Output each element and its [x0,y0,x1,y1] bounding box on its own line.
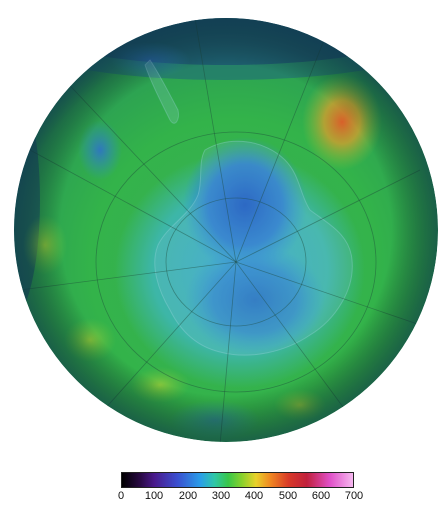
colorbar-tick-label: 100 [144,490,164,502]
ozone-globe-map [14,18,438,442]
colorbar-tick-label: 300 [211,490,231,502]
colorbar-tick-label: 0 [117,490,125,502]
colorbar-tick-label: 700 [344,490,364,502]
colorbar-tick-label: 500 [278,490,298,502]
colorbar-tick-label: 200 [178,490,198,502]
colorbar-tick-label: 400 [244,490,264,502]
colorbar-legend [121,472,354,488]
colorbar-tick-label: 600 [311,490,331,502]
